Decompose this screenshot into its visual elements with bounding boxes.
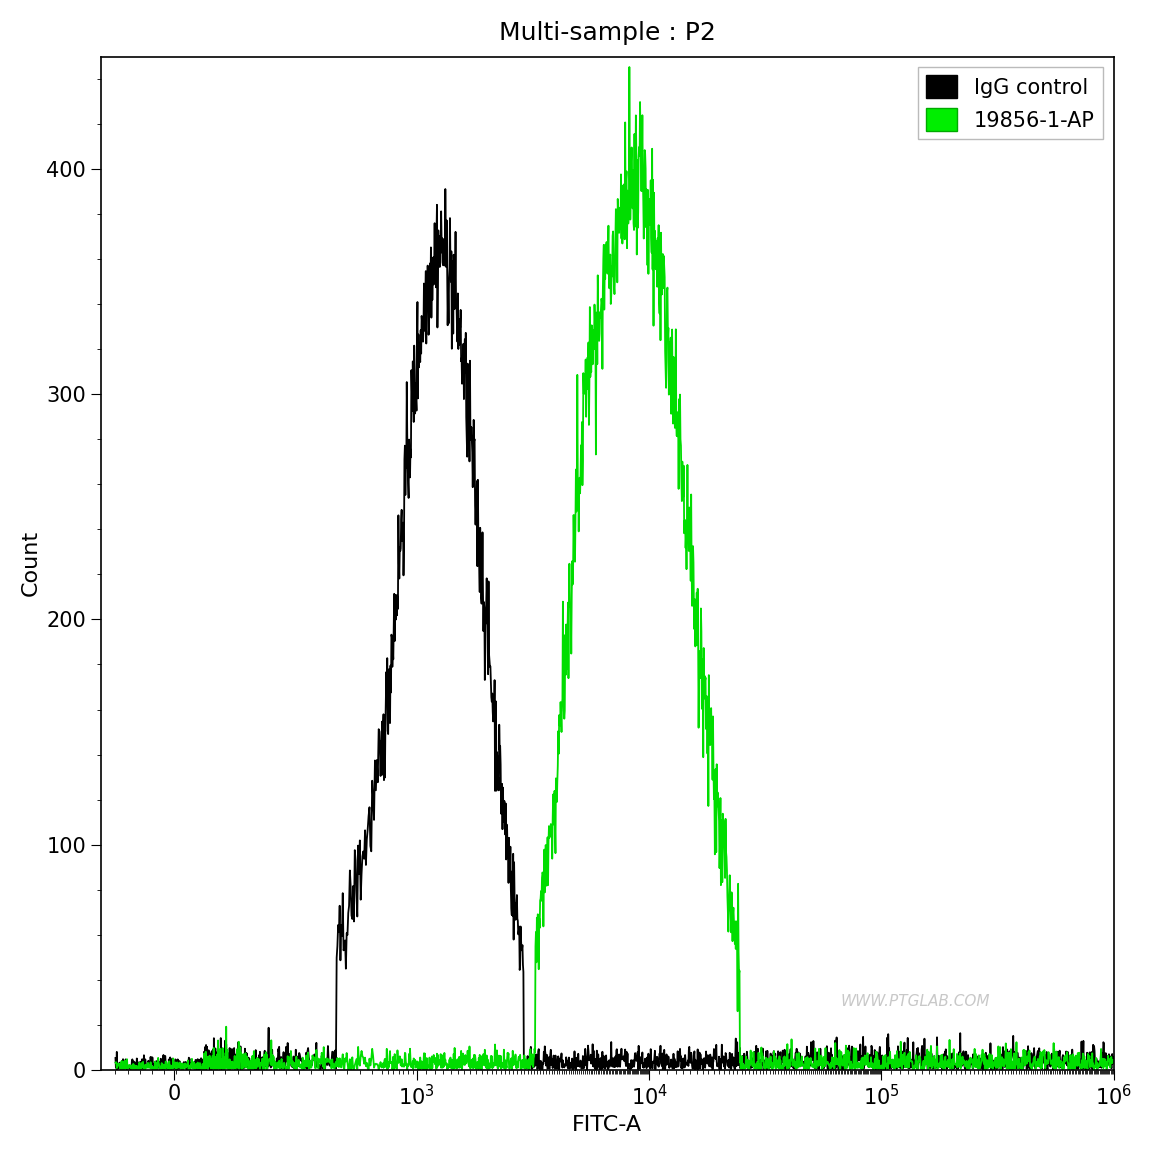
- IgG control: [108, 1051, 122, 1065]
- Legend: IgG control, 19856-1-AP: IgG control, 19856-1-AP: [918, 67, 1103, 140]
- IgG control: [1040, 1061, 1054, 1075]
- IgG control: [992, 1058, 1005, 1072]
- IgG control: [1107, 1053, 1121, 1067]
- Title: Multi-sample : P2: Multi-sample : P2: [499, 21, 716, 45]
- 19856-1-AP: [805, 1059, 819, 1073]
- 19856-1-AP: [228, 1062, 242, 1076]
- IgG control: [805, 1046, 819, 1060]
- IgG control: [203, 1062, 217, 1076]
- IgG control: [291, 1055, 304, 1069]
- Text: WWW.PTGLAB.COM: WWW.PTGLAB.COM: [841, 994, 989, 1009]
- IgG control: [438, 183, 452, 197]
- 19856-1-AP: [1106, 1053, 1120, 1067]
- 19856-1-AP: [108, 1055, 122, 1069]
- 19856-1-AP: [291, 1058, 304, 1072]
- X-axis label: FITC-A: FITC-A: [572, 1116, 642, 1135]
- 19856-1-AP: [730, 929, 744, 943]
- IgG control: [1106, 1047, 1120, 1061]
- 19856-1-AP: [1040, 1054, 1054, 1068]
- 19856-1-AP: [992, 1039, 1005, 1053]
- Line: 19856-1-AP: 19856-1-AP: [115, 67, 1114, 1069]
- Line: IgG control: IgG control: [115, 190, 1114, 1069]
- IgG control: [730, 1058, 744, 1072]
- Y-axis label: Count: Count: [21, 531, 40, 596]
- 19856-1-AP: [623, 60, 636, 74]
- 19856-1-AP: [1107, 1053, 1121, 1067]
